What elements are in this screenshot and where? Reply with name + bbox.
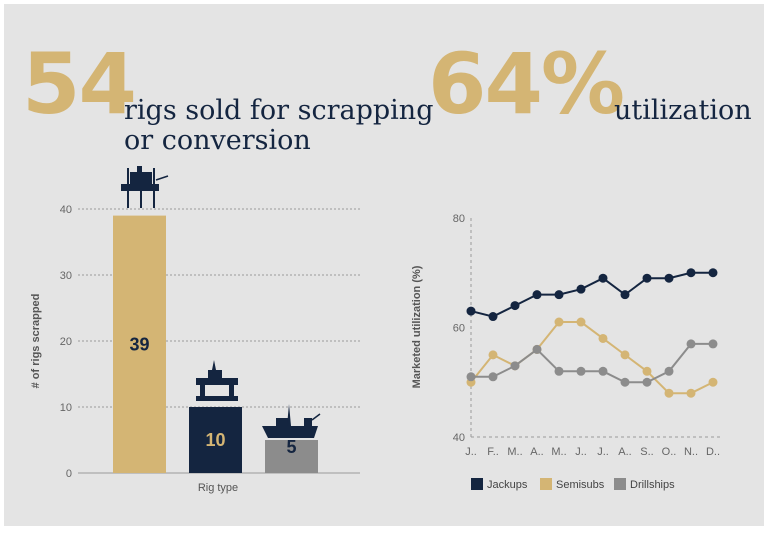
data-point-drillships: [620, 377, 630, 387]
data-point-drillships: [510, 361, 520, 371]
line-x-tick-label: J..: [465, 446, 477, 458]
bar-y-tick-label: 40: [60, 204, 72, 216]
line-y-axis-label: Marketed utilization (%): [411, 265, 423, 388]
line-x-tick-label: D..: [706, 446, 720, 458]
data-point-semisubs: [488, 350, 498, 360]
data-point-jackups: [708, 268, 718, 278]
data-point-drillships: [466, 372, 476, 382]
legend-swatch-drillships: [614, 478, 626, 490]
data-point-drillships: [664, 366, 674, 376]
bar-semisubs: [189, 407, 242, 473]
data-point-jackups: [510, 301, 520, 311]
bar-drillships: [265, 440, 318, 473]
bar-y-tick-label: 0: [66, 468, 72, 480]
utilization-stat: 64%: [428, 35, 625, 133]
data-point-drillships: [488, 372, 498, 382]
line-x-tick-label: A..: [618, 446, 631, 458]
bar-y-axis-label: # of rigs scrapped: [30, 294, 42, 389]
data-point-semisubs: [576, 317, 586, 327]
data-point-jackups: [620, 290, 630, 300]
line-x-tick-label: A..: [530, 446, 543, 458]
data-point-semisubs: [686, 388, 696, 398]
data-point-drillships: [686, 339, 696, 349]
data-point-semisubs: [708, 377, 718, 387]
series-line-jackups: [470, 271, 713, 318]
scrapped-count-stat: 54: [22, 35, 137, 133]
data-point-drillships: [576, 366, 586, 376]
legend-swatch-semisubs: [540, 478, 552, 490]
data-point-jackups: [532, 290, 542, 300]
legend-swatch-jackups: [471, 478, 483, 490]
legend-label-drillships: Drillships: [630, 479, 675, 491]
data-point-drillships: [642, 377, 652, 387]
data-point-semisubs: [664, 388, 674, 398]
bar-y-tick-label: 30: [60, 270, 72, 282]
line-x-tick-label: O..: [662, 446, 677, 458]
data-point-drillships: [598, 366, 608, 376]
jackup-rig-icon: [121, 166, 169, 208]
data-point-semisubs: [598, 333, 608, 343]
bar-value-label: 10: [205, 430, 225, 450]
bar-value-label: 5: [286, 437, 296, 457]
bar-jackups: [113, 215, 166, 473]
data-point-drillships: [532, 344, 542, 354]
data-point-drillships: [554, 366, 564, 376]
bar-y-tick-label: 10: [60, 402, 72, 414]
data-point-jackups: [554, 290, 564, 300]
line-x-tick-label: M..: [507, 446, 522, 458]
line-x-tick-label: J..: [597, 446, 609, 458]
line-y-tick-label: 80: [453, 213, 465, 225]
data-point-jackups: [466, 306, 476, 316]
data-point-jackups: [686, 268, 696, 278]
line-x-tick-label: S..: [640, 446, 653, 458]
bar-x-axis-label: Rig type: [198, 482, 238, 494]
data-point-jackups: [598, 273, 608, 283]
bar-y-tick-label: 20: [60, 336, 72, 348]
line-y-tick-label: 40: [453, 432, 465, 444]
data-point-jackups: [488, 312, 498, 322]
data-point-semisubs: [554, 317, 564, 327]
data-point-semisubs: [642, 366, 652, 376]
series-line-semisubs: [470, 321, 714, 395]
bar-value-label: 39: [129, 334, 149, 354]
data-point-semisubs: [620, 350, 630, 360]
data-point-jackups: [642, 273, 652, 283]
semisub-rig-icon: [196, 360, 238, 401]
data-point-drillships: [708, 339, 718, 349]
utilization-caption: utilization: [614, 95, 752, 126]
data-point-jackups: [664, 273, 674, 283]
legend-label-jackups: Jackups: [487, 479, 528, 491]
data-point-jackups: [576, 284, 586, 294]
legend-label-semisubs: Semisubs: [556, 479, 605, 491]
line-y-tick-label: 60: [453, 323, 465, 335]
line-x-tick-label: M..: [551, 446, 566, 458]
line-x-tick-label: N..: [684, 446, 698, 458]
drillship-icon: [262, 404, 321, 438]
line-x-tick-label: J..: [575, 446, 587, 458]
scrapped-count-caption: rigs sold for scrapping or conversion: [124, 95, 434, 156]
line-x-tick-label: F..: [487, 446, 499, 458]
